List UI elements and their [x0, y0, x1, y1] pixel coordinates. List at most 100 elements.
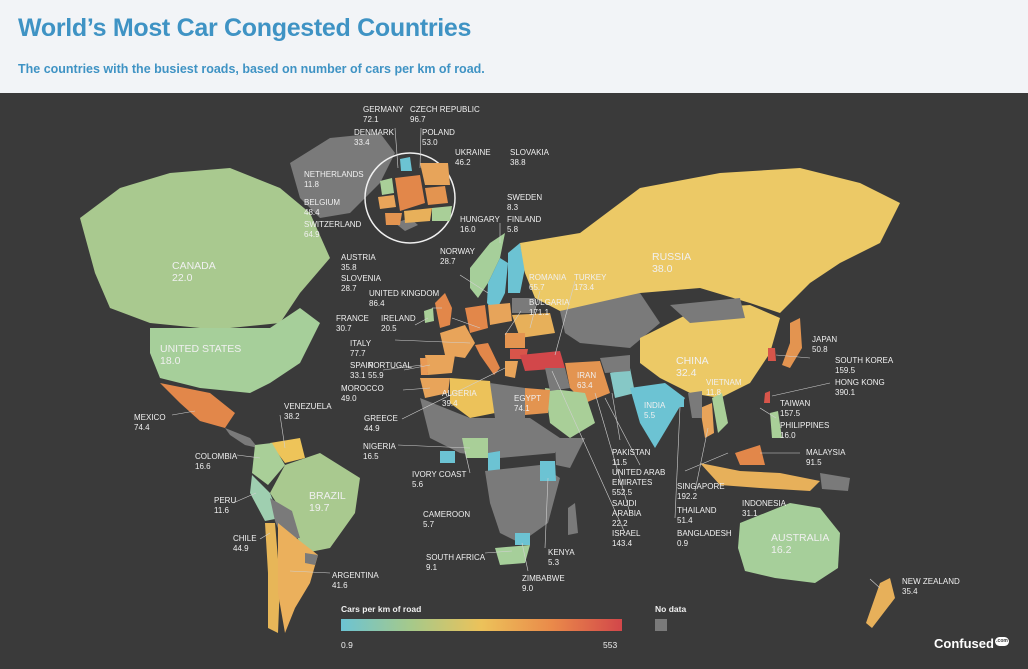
name-brazil: BRAZIL — [309, 490, 346, 502]
india-shape — [630, 383, 685, 448]
label-finland: FINLAND 5.8 — [507, 215, 541, 235]
name-peru: PERU — [214, 496, 237, 505]
value-belgium: 48.4 — [304, 208, 320, 217]
name-turkey: TURKEY — [574, 273, 607, 282]
name-cameroon: CAMEROON — [423, 510, 471, 519]
label-argentina: ARGENTINA 41.6 — [332, 571, 379, 591]
central-america-shape — [225, 428, 258, 448]
name-malaysia: MALAYSIA — [806, 448, 846, 457]
papua-shape — [820, 473, 850, 491]
name-finland: FINLAND — [507, 215, 542, 224]
value-zimbabwe: 9.0 — [522, 584, 534, 593]
sahel-shape — [420, 398, 560, 458]
name-italy: ITALY — [350, 339, 372, 348]
name-denmark: DENMARK — [354, 128, 395, 137]
label-poland: POLAND 53.0 — [422, 128, 455, 148]
value-cameroon: 5.7 — [423, 520, 435, 529]
label-bulgaria: BULGARIA 171.1 — [529, 298, 569, 318]
value-iran: 63.4 — [577, 381, 593, 390]
value-portugal: 55.9 — [368, 371, 384, 380]
argentina-shape — [278, 523, 318, 633]
value-ireland: 20.5 — [381, 324, 397, 333]
name-slovakia: SLOVAKIA — [510, 148, 549, 157]
value-uae: 552.5 — [612, 488, 633, 497]
value-japan: 50.8 — [812, 345, 828, 354]
label-slovenia: SLOVENIA 28.7 — [341, 274, 381, 294]
value-netherlands: 11.8 — [304, 180, 319, 189]
value-poland: 53.0 — [422, 138, 438, 147]
value-india: 5.5 — [644, 411, 656, 420]
indonesia-shape — [700, 463, 820, 491]
zimbabwe-shape — [515, 533, 530, 545]
name-taiwan: TAIWAN — [780, 399, 811, 408]
name-hong-kong: HONG KONG — [835, 378, 885, 387]
value-kenya: 5.3 — [548, 558, 560, 567]
name-colombia: COLOMBIA — [195, 452, 238, 461]
finland-shape — [508, 243, 525, 293]
value-morocco: 49.0 — [341, 394, 357, 403]
label-russia: RUSSIA 38.0 — [652, 251, 691, 275]
name-bangladesh: BANGLADESH — [677, 529, 732, 538]
name-switzerland: SWITZERLAND — [304, 220, 362, 229]
value-ukraine: 46.2 — [455, 158, 471, 167]
name-usa: UNITED STATES — [160, 343, 242, 355]
poland-shape — [488, 303, 512, 325]
label-pakistan: PAKISTAN 11.5 — [612, 448, 650, 468]
taiwan-shape — [764, 391, 770, 403]
value-usa: 18.0 — [160, 355, 181, 367]
legend-max: 553 — [603, 640, 618, 650]
portugal-shape — [420, 358, 428, 375]
inset-denmark-shape — [400, 157, 412, 171]
europe-inset-circle — [364, 152, 456, 244]
label-sweden: SWEDEN 8.3 — [507, 193, 542, 213]
label-india: INDIA 5.5 — [644, 401, 665, 421]
value-algeria: 39.4 — [442, 399, 458, 408]
germany-shape — [465, 305, 488, 333]
label-indonesia: INDONESIA 31.1 — [742, 499, 786, 519]
value-finland: 5.8 — [507, 225, 519, 234]
name-indonesia: INDONESIA — [742, 499, 787, 508]
label-malaysia: MALAYSIA 91.5 — [806, 448, 845, 468]
name-ivory-coast: IVORY COAST — [412, 470, 467, 479]
ukraine-shape — [512, 313, 555, 338]
name-austria: AUSTRIA — [341, 253, 376, 262]
value-slovenia: 28.7 — [341, 284, 357, 293]
value-greece: 44.9 — [364, 424, 380, 433]
morocco-shape — [420, 378, 450, 398]
colombia-shape — [252, 443, 285, 485]
name-south-korea: SOUTH KOREA — [835, 356, 894, 365]
name-hungary: HUNGARY — [460, 215, 500, 224]
value-nigeria: 16.5 — [363, 452, 379, 461]
label-denmark: DENMARK 33.4 — [354, 128, 394, 148]
label-china: CHINA 32.4 — [676, 355, 709, 379]
label-romania: ROMANIA 65.7 — [529, 273, 566, 293]
saudi-shape — [545, 388, 595, 438]
canada-shape — [80, 168, 330, 328]
usa-shape — [150, 308, 320, 393]
value-chile: 44.9 — [233, 544, 249, 553]
mexico-shape — [160, 383, 235, 428]
no-data-label: No data — [655, 604, 687, 614]
value-peru: 11.6 — [214, 506, 229, 515]
venezuela-shape — [270, 438, 305, 463]
kazakhstan-shape — [560, 293, 660, 348]
china-shape — [640, 305, 780, 398]
value-romania: 65.7 — [529, 283, 545, 292]
name-india: INDIA — [644, 401, 666, 410]
label-usa: UNITED STATES 18.0 — [160, 343, 241, 367]
name-iran: IRAN — [577, 371, 597, 380]
value-new-zealand: 35.4 — [902, 587, 918, 596]
inset-austria-shape — [404, 208, 432, 223]
value-germany: 72.1 — [363, 115, 379, 124]
label-ivory-coast: IVORY COAST 5.6 — [412, 470, 466, 490]
russia-shape — [520, 168, 900, 313]
no-data-swatch — [655, 619, 667, 631]
label-algeria: ALGERIA 39.4 — [442, 389, 477, 409]
bolivia-shape — [270, 498, 300, 538]
thailand-shape — [700, 403, 714, 438]
name-nigeria: NIGERIA — [363, 442, 396, 451]
header: World’s Most Car Congested Countries The… — [0, 0, 1028, 93]
inset-switzerland-shape — [385, 213, 402, 225]
name-belgium: BELGIUM — [304, 198, 341, 207]
japan-shape — [782, 318, 802, 368]
